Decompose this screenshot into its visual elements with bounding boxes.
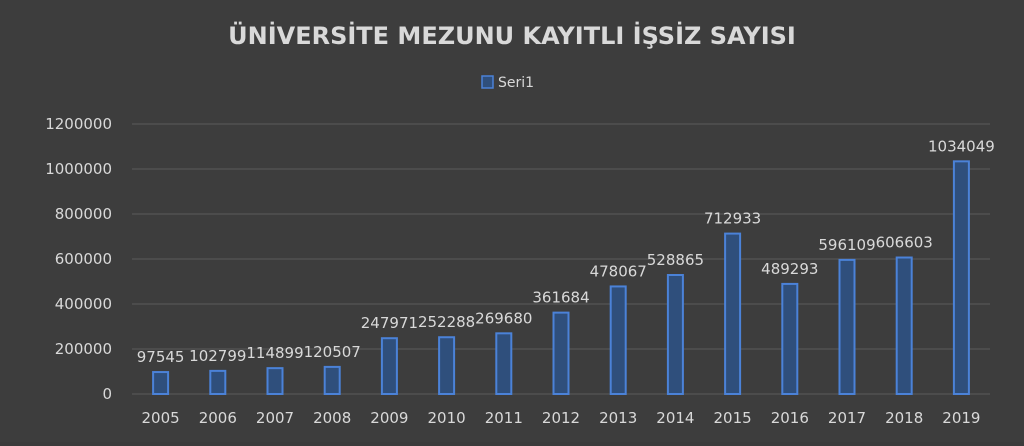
data-label: 478067 (590, 262, 647, 280)
bar (952, 160, 970, 395)
data-label: 712933 (704, 210, 761, 228)
x-tick-label: 2019 (942, 409, 980, 427)
data-label: 114899 (246, 344, 303, 362)
bar (380, 337, 398, 395)
bar (323, 365, 341, 395)
x-tick-label: 2013 (599, 409, 637, 427)
bar (895, 256, 913, 395)
x-tick-label: 2018 (885, 409, 923, 427)
data-label: 1034049 (928, 137, 995, 155)
bar (438, 336, 456, 395)
y-tick-label: 200000 (55, 340, 112, 358)
data-label: 252288 (418, 313, 475, 331)
bar (724, 232, 742, 395)
data-label: 606603 (876, 234, 933, 252)
bar (209, 369, 227, 396)
data-label: 120507 (304, 343, 361, 361)
data-label: 269680 (475, 309, 532, 327)
x-tick-label: 2010 (428, 409, 466, 427)
bars (152, 160, 970, 396)
y-tick-label: 400000 (55, 295, 112, 313)
x-tick-label: 2012 (542, 409, 580, 427)
x-axis-ticks: 2005 2006 2007 2008 2009 2010 2011 2012 2013 2014… (142, 409, 981, 427)
x-tick-label: 2017 (828, 409, 866, 427)
x-tick-label: 2006 (199, 409, 237, 427)
data-label: 528865 (647, 251, 704, 269)
x-tick-label: 2009 (370, 409, 408, 427)
y-axis-ticks: 0 200000 400000 600000 800000 1000000 1200000 (45, 115, 112, 403)
x-tick-label: 2014 (656, 409, 694, 427)
gridlines (132, 123, 990, 395)
x-tick-label: 2011 (485, 409, 523, 427)
data-label: 102799 (189, 347, 246, 365)
x-tick-label: 2015 (714, 409, 752, 427)
y-tick-label: 800000 (55, 205, 112, 223)
x-tick-label: 2007 (256, 409, 294, 427)
x-tick-label: 2005 (142, 409, 180, 427)
bar (152, 371, 170, 395)
data-label: 361684 (532, 289, 589, 307)
legend-label: Seri1 (498, 75, 534, 91)
x-tick-label: 2016 (771, 409, 809, 427)
bar (495, 332, 513, 395)
legend-swatch (481, 75, 494, 89)
bar (552, 311, 570, 395)
y-tick-label: 600000 (55, 250, 112, 268)
bar (838, 258, 856, 396)
bar (609, 285, 627, 396)
y-tick-label: 1200000 (45, 115, 112, 133)
y-tick-label: 1000000 (45, 160, 112, 178)
bar (781, 282, 799, 396)
x-tick-label: 2008 (313, 409, 351, 427)
y-tick-label: 0 (102, 385, 112, 403)
bar (666, 274, 684, 395)
data-label: 489293 (761, 260, 818, 278)
data-label: 247971 (361, 314, 418, 332)
legend: Seri1 (481, 75, 534, 91)
data-label: 596109 (818, 236, 875, 254)
chart-title: ÜNİVERSİTE MEZUNU KAYITLI İŞSİZ SAYISI (228, 20, 796, 50)
bar (266, 367, 284, 396)
data-label: 97545 (137, 348, 185, 366)
